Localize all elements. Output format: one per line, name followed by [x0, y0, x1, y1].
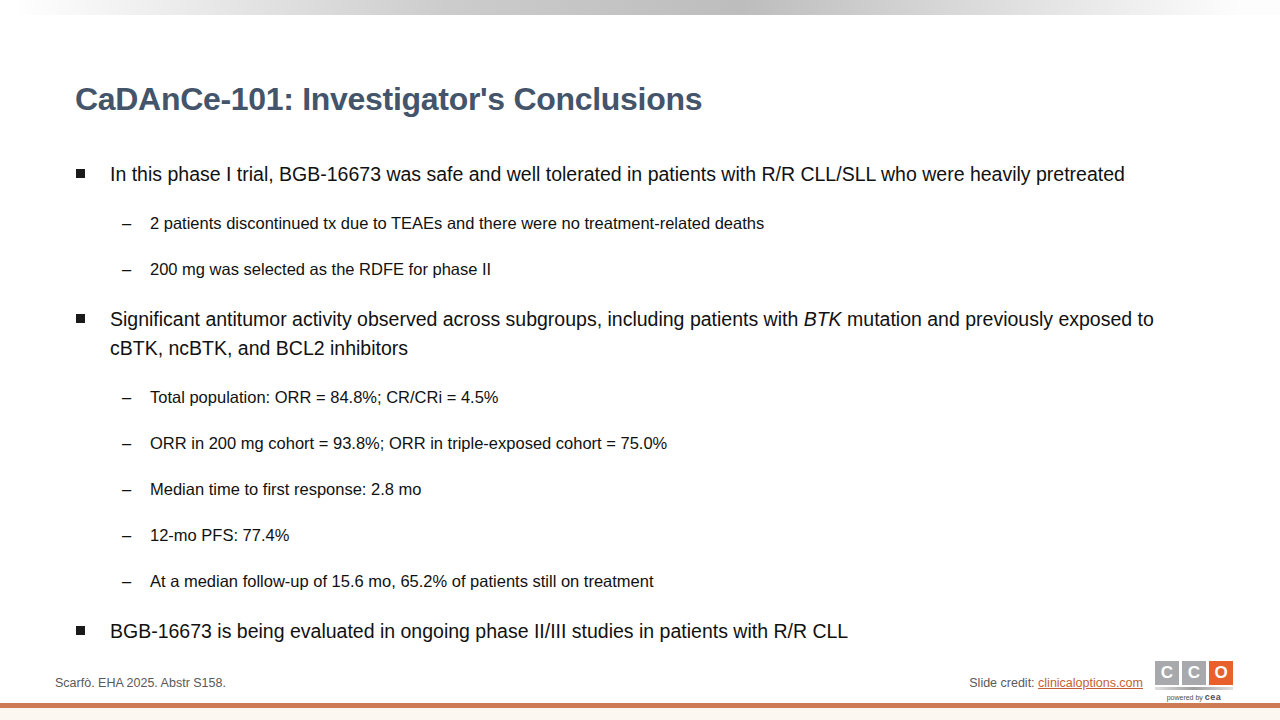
citation-text: Scarfò. EHA 2025. Abstr S158. — [55, 676, 226, 690]
dash-bullet-marker: – — [122, 433, 131, 454]
square-bullet-marker — [76, 169, 85, 178]
sub-bullet-item: – Median time to first response: 2.8 mo — [75, 479, 1200, 500]
bullet-text: 2 patients discontinued tx due to TEAEs … — [150, 214, 764, 232]
bullet-text: ORR in 200 mg cohort = 93.8%; ORR in tri… — [150, 434, 667, 452]
sub-bullet-item: – 2 patients discontinued tx due to TEAEs… — [75, 213, 1200, 234]
cco-logo-tagline: powered by cea — [1155, 692, 1233, 702]
cco-logo-tile: C — [1182, 661, 1206, 685]
bullet-item: Significant antitumor activity observed … — [75, 305, 1200, 363]
top-gradient-bar — [0, 0, 1280, 15]
bullet-item: BGB-16673 is being evaluated in ongoing … — [75, 617, 1200, 646]
bullet-text: Significant antitumor activity observed … — [110, 308, 804, 330]
slide-credit-link[interactable]: clinicaloptions.com — [1038, 676, 1143, 690]
slide-title: CaDAnCe-101: Investigator's Conclusions — [75, 81, 702, 118]
dash-bullet-marker: – — [122, 213, 131, 234]
dash-bullet-marker: – — [122, 525, 131, 546]
bullet-text: 12-mo PFS: 77.4% — [150, 526, 289, 544]
bullet-text: In this phase I trial, BGB-16673 was saf… — [110, 163, 1125, 185]
cco-logo-tile: C — [1155, 661, 1179, 685]
slide-credit: Slide credit: clinicaloptions.com — [969, 676, 1143, 690]
slide-credit-label: Slide credit: — [969, 676, 1034, 690]
dash-bullet-marker: – — [122, 479, 131, 500]
cco-logo-divider — [1155, 687, 1233, 690]
cco-logo: CCO powered by cea — [1155, 661, 1233, 702]
tagline-prefix: powered by — [1167, 694, 1203, 701]
dash-bullet-marker: – — [122, 571, 131, 592]
bullet-text: At a median follow-up of 15.6 mo, 65.2% … — [150, 572, 654, 590]
bullet-text: BGB-16673 is being evaluated in ongoing … — [110, 620, 848, 642]
bullet-item: In this phase I trial, BGB-16673 was saf… — [75, 160, 1200, 189]
bullet-text: Median time to first response: 2.8 mo — [150, 480, 421, 498]
sub-bullet-item: – At a median follow-up of 15.6 mo, 65.2%… — [75, 571, 1200, 592]
sub-bullet-item: – Total population: ORR = 84.8%; CR/CRi =… — [75, 387, 1200, 408]
sub-bullet-item: – 12-mo PFS: 77.4% — [75, 525, 1200, 546]
presentation-slide: CaDAnCe-101: Investigator's Conclusions … — [0, 0, 1280, 720]
bullet-list: In this phase I trial, BGB-16673 was saf… — [75, 160, 1200, 670]
bullet-text: 200 mg was selected as the RDFE for phas… — [150, 260, 491, 278]
tagline-brand: cea — [1205, 692, 1222, 702]
cco-logo-tiles: CCO — [1155, 661, 1233, 685]
square-bullet-marker — [76, 626, 85, 635]
dash-bullet-marker: – — [122, 387, 131, 408]
bottom-pale-strip — [0, 708, 1280, 720]
dash-bullet-marker: – — [122, 259, 131, 280]
bullet-text: BTK — [804, 308, 842, 330]
square-bullet-marker — [76, 314, 85, 323]
cco-logo-tile: O — [1209, 661, 1233, 685]
sub-bullet-item: – 200 mg was selected as the RDFE for pha… — [75, 259, 1200, 280]
sub-bullet-item: – ORR in 200 mg cohort = 93.8%; ORR in tr… — [75, 433, 1200, 454]
bullet-text: Total population: ORR = 84.8%; CR/CRi = … — [150, 388, 499, 406]
